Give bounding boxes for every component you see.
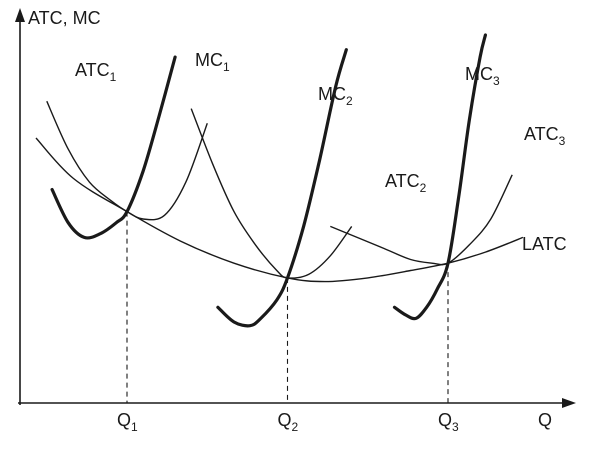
x-tick-label-base: Q <box>278 410 292 430</box>
atc3-label-base: ATC <box>524 124 559 144</box>
x-tick-label-subscript: 3 <box>452 420 459 434</box>
x-tick-label-subscript: 2 <box>292 420 299 434</box>
atc3-label-subscript: 3 <box>559 134 566 148</box>
mc1-label: MC1 <box>195 50 230 74</box>
y-axis-arrow <box>15 8 25 22</box>
atc3-curve <box>330 174 513 266</box>
mc3-label: MC3 <box>465 64 500 88</box>
atc2-label: ATC2 <box>385 171 427 195</box>
latc-curve <box>35 137 524 283</box>
atc1-label-base: ATC <box>75 60 110 80</box>
mc2-label-base: MC <box>318 84 346 104</box>
mc3-label-base: MC <box>465 64 493 84</box>
x-axis-label: Q <box>538 410 552 430</box>
cost-curves <box>35 33 524 328</box>
mc2-label: MC2 <box>318 84 353 108</box>
mc2-curve <box>216 48 348 328</box>
mc3-label-subscript: 3 <box>493 74 500 88</box>
latc-label-base: LATC <box>522 234 567 254</box>
atc2-curve <box>190 108 353 279</box>
x-tick-label-q2: Q2 <box>278 410 299 434</box>
atc1-curve <box>46 100 208 221</box>
x-tick-label-q3: Q3 <box>438 410 459 434</box>
x-axis-arrow <box>562 398 576 408</box>
dashed-drop-lines <box>126 211 449 403</box>
x-tick-label-q1: Q1 <box>117 410 138 434</box>
mc2-label-subscript: 2 <box>346 94 353 108</box>
atc1-label: ATC1 <box>75 60 117 84</box>
x-tick-label-subscript: 1 <box>131 420 138 434</box>
atc2-label-subscript: 2 <box>420 181 427 195</box>
axes: ATC, MC Q <box>15 8 576 430</box>
x-tick-labels: Q1 Q2 Q3 <box>117 410 459 434</box>
y-axis-label: ATC, MC <box>28 8 101 28</box>
atc1-label-subscript: 1 <box>110 70 117 84</box>
x-tick-label-base: Q <box>438 410 452 430</box>
x-tick-label-base: Q <box>117 410 131 430</box>
atc2-label-base: ATC <box>385 171 420 191</box>
mc1-label-subscript: 1 <box>223 60 230 74</box>
latc-label: LATC <box>522 234 567 254</box>
mc3-curve <box>392 33 487 321</box>
mc1-label-base: MC <box>195 50 223 70</box>
atc3-label: ATC3 <box>524 124 566 148</box>
mc1-curve <box>50 55 177 240</box>
